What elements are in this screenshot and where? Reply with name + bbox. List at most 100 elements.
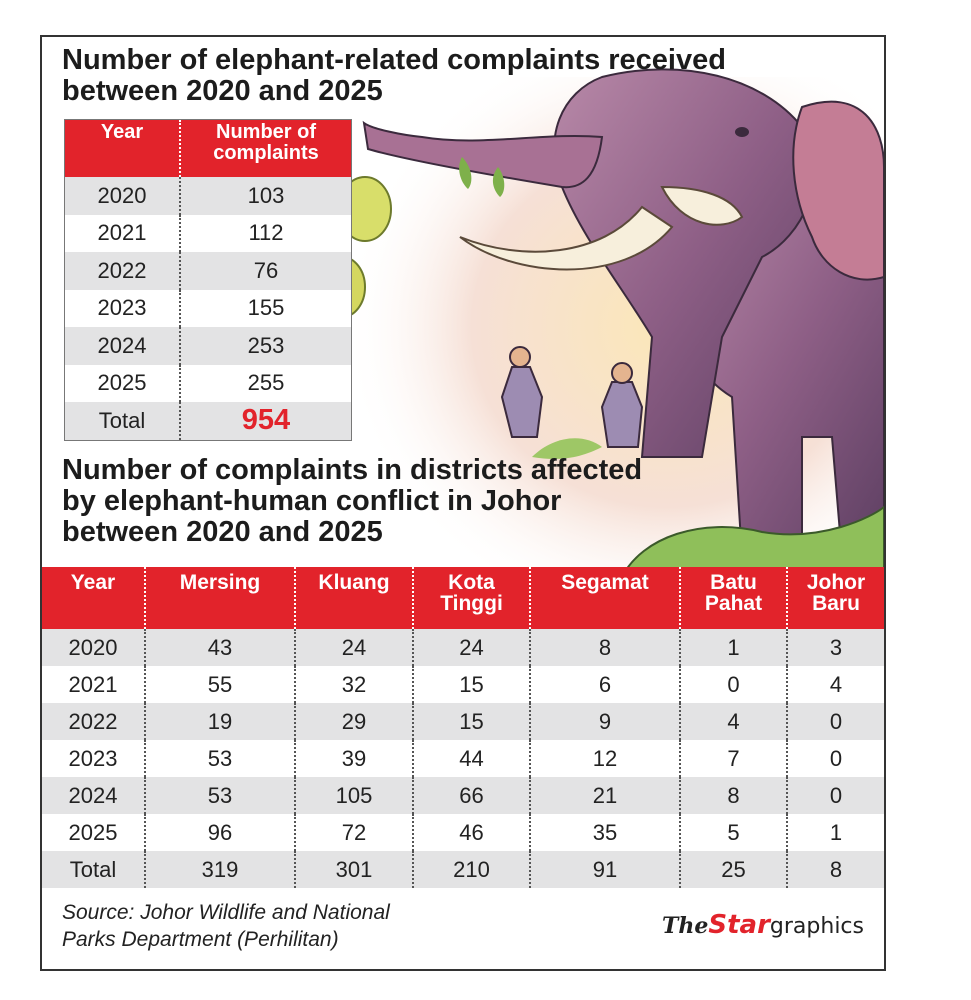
table-row: 2021 55 32 15 6 0 4 — [42, 666, 884, 703]
logo-graphics: graphics — [769, 914, 864, 939]
kota-tinggi-cell: 46 — [414, 814, 531, 851]
logo-star: Star — [708, 910, 770, 940]
johor-baru-cell: 0 — [829, 708, 843, 734]
table2-col-johor-baru: Johor Baru — [806, 571, 866, 615]
total-value: 954 — [241, 404, 291, 437]
source-line-1: Source: Johor Wildlife and National — [62, 901, 390, 924]
table-row: 2020 43 24 24 8 1 3 — [42, 629, 884, 666]
mersing-cell: 319 — [146, 851, 296, 888]
table2-col-mersing: Mersing — [146, 567, 296, 629]
year-cell: 2022 — [42, 703, 146, 740]
table1-header: Year Number of complaints — [65, 120, 351, 177]
kluang-cell: 32 — [296, 666, 414, 703]
table-row: 2025 96 72 46 35 5 1 — [42, 814, 884, 851]
year-cell: 2024 — [42, 777, 146, 814]
total-label: Total — [65, 402, 181, 440]
batu-pahat-cell: 25 — [681, 851, 788, 888]
table1-col-count: Number of complaints — [213, 121, 319, 164]
year-cell: 2022 — [65, 252, 181, 290]
table1-total-row: Total 954 — [65, 402, 351, 440]
year-cell: 2024 — [65, 327, 181, 365]
year-cell: 2023 — [42, 740, 146, 777]
segamat-cell: 91 — [531, 851, 681, 888]
batu-pahat-cell: 8 — [681, 777, 788, 814]
table-row: 2024 53 105 66 21 8 0 — [42, 777, 884, 814]
count-cell: 76 — [253, 257, 279, 283]
mersing-cell: 96 — [146, 814, 296, 851]
segamat-cell: 9 — [531, 703, 681, 740]
johor-baru-cell: 1 — [829, 819, 843, 845]
logo-the: The — [662, 913, 709, 939]
count-cell: 255 — [247, 370, 285, 396]
segamat-cell: 21 — [531, 777, 681, 814]
count-cell: 155 — [247, 295, 285, 321]
kota-tinggi-cell: 15 — [414, 703, 531, 740]
kluang-cell: 301 — [296, 851, 414, 888]
segamat-cell: 8 — [531, 629, 681, 666]
kota-tinggi-cell: 210 — [414, 851, 531, 888]
table2-col-year: Year — [42, 567, 146, 629]
source-note: Source: Johor Wildlife and National Park… — [62, 899, 390, 953]
batu-pahat-cell: 5 — [681, 814, 788, 851]
year-cell: 2021 — [65, 214, 181, 252]
table2-col-kota-tinggi: Kota Tinggi — [414, 567, 531, 629]
table1-title: Number of elephant-related complaints re… — [62, 44, 726, 107]
kluang-cell: 24 — [296, 629, 414, 666]
mersing-cell: 53 — [146, 740, 296, 777]
table-row: 2020 103 — [65, 177, 351, 215]
year-cell: 2025 — [65, 364, 181, 402]
table2-body: 2020 43 24 24 8 1 3 2021 55 32 15 6 0 4 2022 19 29 15 9 4 0 2… — [42, 629, 884, 888]
table2-header: Year Mersing Kluang Kota Tinggi Segamat … — [42, 567, 884, 629]
year-cell: 2025 — [42, 814, 146, 851]
mersing-cell: 43 — [146, 629, 296, 666]
johor-baru-cell: 0 — [829, 745, 843, 771]
year-cell: 2021 — [42, 666, 146, 703]
year-cell: Total — [42, 851, 146, 888]
batu-pahat-cell: 7 — [681, 740, 788, 777]
table1-col-year: Year — [65, 120, 181, 177]
segamat-cell: 35 — [531, 814, 681, 851]
count-cell: 112 — [248, 220, 284, 246]
mersing-cell: 19 — [146, 703, 296, 740]
kota-tinggi-cell: 15 — [414, 666, 531, 703]
count-cell: 253 — [247, 332, 285, 358]
table-row: 2021 112 — [65, 214, 351, 252]
segamat-cell: 6 — [531, 666, 681, 703]
table-row: 2022 19 29 15 9 4 0 — [42, 703, 884, 740]
year-cell: 2020 — [65, 177, 181, 215]
source-line-2: Parks Department (Perhilitan) — [62, 928, 339, 951]
kluang-cell: 29 — [296, 703, 414, 740]
batu-pahat-cell: 4 — [681, 703, 788, 740]
table2-col-segamat: Segamat — [531, 567, 681, 629]
johor-baru-cell: 3 — [829, 634, 843, 660]
segamat-cell: 12 — [531, 740, 681, 777]
total-cell: 954 — [181, 402, 351, 440]
table2-col-batu-pahat: Batu Pahat — [681, 567, 788, 629]
johor-baru-cell: 0 — [829, 782, 843, 808]
kota-tinggi-cell: 24 — [414, 629, 531, 666]
count-cell: 103 — [247, 182, 285, 208]
district-complaints-table: Year Mersing Kluang Kota Tinggi Segamat … — [42, 567, 884, 888]
year-cell: 2020 — [42, 629, 146, 666]
table-row: Total 319 301 210 91 25 8 — [42, 851, 884, 888]
kota-tinggi-cell: 66 — [414, 777, 531, 814]
kluang-cell: 39 — [296, 740, 414, 777]
kluang-cell: 72 — [296, 814, 414, 851]
the-star-graphics-logo: TheStargraphics — [662, 910, 864, 940]
infographic: Number of elephant-related complaints re… — [40, 35, 886, 971]
kluang-cell: 105 — [296, 777, 414, 814]
batu-pahat-cell: 1 — [681, 629, 788, 666]
yearly-complaints-table: Year Number of complaints 2020 103 2021 … — [64, 119, 352, 441]
table-row: 2023 53 39 44 12 7 0 — [42, 740, 884, 777]
batu-pahat-cell: 0 — [681, 666, 788, 703]
elephant-illustration — [318, 68, 884, 577]
kota-tinggi-cell: 44 — [414, 740, 531, 777]
year-cell: 2023 — [65, 289, 181, 327]
johor-baru-cell: 4 — [829, 671, 843, 697]
table-row: 2025 255 — [65, 364, 351, 402]
table2-col-kluang: Kluang — [296, 567, 414, 629]
table-row: 2022 76 — [65, 252, 351, 290]
johor-baru-cell: 8 — [829, 856, 843, 882]
mersing-cell: 55 — [146, 666, 296, 703]
mersing-cell: 53 — [146, 777, 296, 814]
